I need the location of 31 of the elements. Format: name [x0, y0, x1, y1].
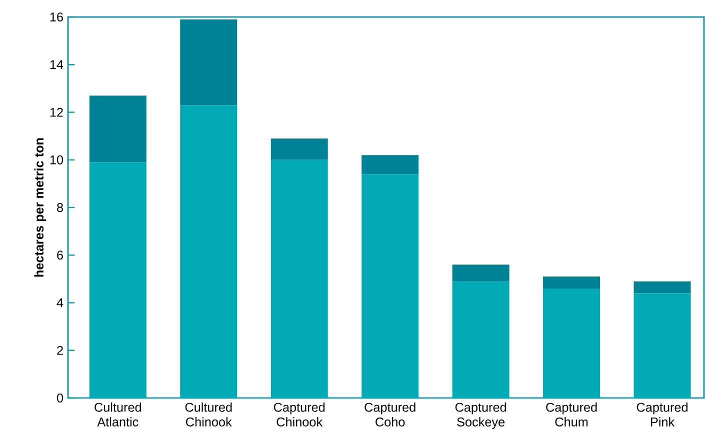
y-axis-title: hectares per metric ton	[34, 138, 46, 277]
y-tick-label: 16	[50, 12, 63, 22]
x-tick-label: Captured Chinook	[274, 402, 325, 426]
y-tick-label: 6	[57, 250, 63, 260]
y-tick-label: 0	[56, 394, 64, 402]
bar	[89, 162, 146, 398]
y-tick-label: 2	[57, 346, 63, 355]
bar	[362, 155, 419, 174]
bar	[180, 105, 238, 398]
x-tick-label: Captured Sockeye	[455, 402, 506, 429]
bar	[180, 19, 238, 106]
x-tick-label: Captured Coho	[364, 402, 416, 426]
y-tick-label: 8	[57, 203, 63, 212]
bar	[452, 264, 510, 282]
y-tick-label: 4	[56, 298, 64, 308]
x-tick-label: Captured Pink	[636, 402, 688, 426]
bar	[543, 288, 600, 398]
bar	[362, 174, 419, 398]
bar	[634, 281, 691, 294]
bar	[543, 276, 600, 288]
bar	[270, 160, 328, 398]
y-tick-label: 12	[50, 108, 63, 117]
y-tick-label: 14	[50, 60, 64, 69]
bar	[270, 138, 328, 160]
x-tick-label: Cultured Atlantic	[94, 402, 142, 426]
bar	[89, 96, 146, 162]
x-tick-label: Cultured Chinook	[185, 402, 232, 426]
bar	[634, 293, 691, 398]
x-tick-label: Captured Chum	[546, 402, 597, 426]
y-tick-label: 10	[50, 155, 64, 164]
bar	[452, 281, 510, 398]
